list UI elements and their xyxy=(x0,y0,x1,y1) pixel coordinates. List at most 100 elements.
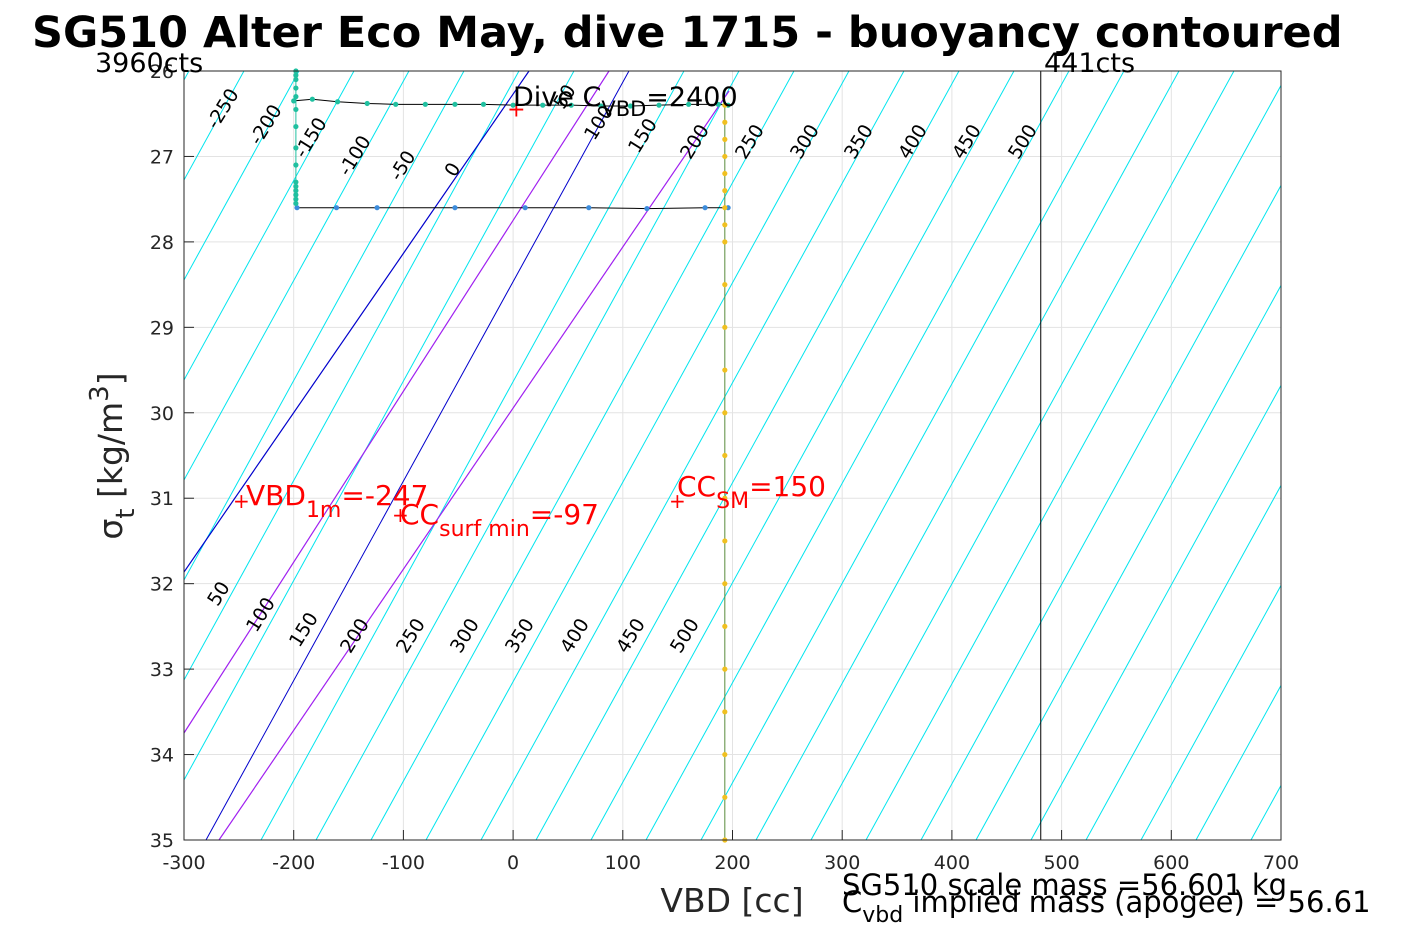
contour-line--4 xyxy=(184,71,410,482)
contour-line--6 xyxy=(184,71,300,282)
x-tick-label-4: 100 xyxy=(605,852,641,874)
contour-line--7 xyxy=(184,71,245,182)
contour-line-21 xyxy=(1339,31,1417,880)
y-tick-label-9: 35 xyxy=(150,830,174,852)
counts-max-label: 441cts xyxy=(1044,48,1135,79)
contour-line-8 xyxy=(645,71,1070,840)
vbd-1m-marker: + xyxy=(233,489,250,513)
series-point-dive-upper-9 xyxy=(540,102,546,108)
contour-line-5 xyxy=(480,71,905,840)
y-tick-label-3: 29 xyxy=(150,317,174,339)
contour-line-6 xyxy=(535,71,960,840)
cc-surf-min-marker: + xyxy=(392,503,409,527)
contour-line--2 xyxy=(184,71,520,682)
contour-line-1 xyxy=(260,71,685,840)
series-point-right-vertical-7 xyxy=(722,222,728,228)
series-point-right-vertical-5 xyxy=(722,188,728,194)
series-point-left-vertical-1 xyxy=(293,72,299,78)
cc-sm-marker: + xyxy=(669,489,686,513)
series-point-dive-upper-8 xyxy=(510,102,516,108)
y-tick-label-4: 30 xyxy=(150,403,174,425)
contour-line-11 xyxy=(810,71,1235,840)
series-point-dive-upper-11 xyxy=(598,103,604,109)
series-point-left-vertical-4 xyxy=(293,94,299,100)
dive-series-layer: + xyxy=(291,68,731,843)
chart-title: SG510 Alter Eco May, dive 1715 - buoyanc… xyxy=(32,8,1343,58)
series-point-right-vertical-16 xyxy=(722,581,728,587)
series-point-right-vertical-20 xyxy=(722,751,728,758)
series-point-right-vertical-1 xyxy=(722,119,728,125)
series-point-right-vertical-11 xyxy=(722,367,728,373)
contour-line-15 xyxy=(1030,384,1281,840)
contour-line-9 xyxy=(700,71,1125,840)
series-point-dive-lower-3 xyxy=(452,205,458,211)
y-axis-label-sup: 3 xyxy=(85,385,115,402)
series-point-right-vertical-13 xyxy=(722,452,728,459)
purple-line-2 xyxy=(218,90,730,840)
svg-text:CCsurf min=-97: CCsurf min=-97 xyxy=(400,498,599,542)
implied-mass-suffix: implied mass (apogee) = 56.61 xyxy=(903,885,1370,919)
svg-text:VBD1m=-247: VBD1m=-247 xyxy=(246,479,428,523)
series-point-left-vertical-13 xyxy=(293,196,299,202)
series-point-dive-upper-14 xyxy=(686,101,692,107)
contour-level-lower-8: 450 xyxy=(612,615,650,657)
series-point-left-vertical-11 xyxy=(293,188,299,194)
series-point-dive-upper-13 xyxy=(656,102,662,108)
x-tick-label-0: -300 xyxy=(162,852,205,874)
series-point-left-vertical-6 xyxy=(293,123,299,130)
contour-line-12 xyxy=(865,84,1281,840)
dive-cvbd-prefix: Dive C xyxy=(513,82,601,113)
series-point-right-vertical-15 xyxy=(722,538,728,544)
series-point-right-vertical-18 xyxy=(722,666,728,672)
contour-level-lower-2: 150 xyxy=(285,609,323,651)
implied-mass-sub: vbd xyxy=(862,903,903,928)
contour-level-lower-7: 400 xyxy=(556,615,594,657)
x-tick-label-9: 600 xyxy=(1153,852,1189,874)
contour-line-3 xyxy=(370,71,795,840)
cc-surf-min-suffix: =-97 xyxy=(530,498,599,531)
series-point-dive-lower-2 xyxy=(374,205,380,211)
contour-line-2 xyxy=(315,71,740,840)
vbd-1m-prefix: VBD xyxy=(246,479,306,512)
series-point-right-vertical-10 xyxy=(722,324,728,330)
series-point-right-vertical-21 xyxy=(722,794,728,800)
series-point-left-vertical-10 xyxy=(293,183,299,189)
series-point-left-vertical-7 xyxy=(293,145,299,151)
series-point-right-vertical-4 xyxy=(722,170,728,177)
y-tick-label-1: 27 xyxy=(150,146,174,168)
cc-sm-prefix: CC xyxy=(677,470,716,503)
y-tick-label-5: 31 xyxy=(150,488,174,510)
series-point-dive-lower-6 xyxy=(644,205,650,212)
contour-level-upper-0: -250 xyxy=(202,85,244,133)
series-point-left-vertical-14 xyxy=(293,200,299,207)
series-point-dive-upper-1 xyxy=(309,96,315,102)
contour-line-10 xyxy=(755,71,1180,840)
series-point-dive-upper-0 xyxy=(291,98,297,104)
implied-mass-prefix: C xyxy=(842,885,862,919)
contour-line--9 xyxy=(0,31,156,880)
series-point-left-vertical-3 xyxy=(293,85,299,91)
dive-cvbd-suffix: =2400 xyxy=(646,82,737,113)
cc-sm-annotation: + CCSM=150 xyxy=(669,470,826,514)
series-point-dive-upper-5 xyxy=(422,101,428,107)
series-point-right-vertical-2 xyxy=(722,136,728,142)
cc-surf-min-prefix: CC xyxy=(400,498,439,531)
cc-surf-min-sub: surf min xyxy=(439,517,530,542)
y-tick-label-7: 33 xyxy=(150,659,174,681)
series-point-dive-upper-12 xyxy=(627,103,634,109)
dive-cvbd-sub: VBD xyxy=(601,97,646,121)
x-tick-label-7: 400 xyxy=(934,852,970,874)
series-point-right-vertical-14 xyxy=(722,495,728,501)
series-line-dive-lower xyxy=(296,207,729,210)
contour-level-lower-9: 500 xyxy=(666,615,704,657)
vbd-1m-suffix: =-247 xyxy=(341,479,428,512)
series-point-left-vertical-8 xyxy=(293,162,299,168)
y-tick-label-0: 26 xyxy=(150,61,174,83)
implied-mass-text: Cvbd implied mass (apogee) = 56.61 xyxy=(842,885,1371,928)
x-tick-label-8: 500 xyxy=(1043,852,1079,874)
series-point-left-vertical-9 xyxy=(293,179,299,185)
contour-level-lower-6: 350 xyxy=(501,615,539,657)
contour-line-4 xyxy=(425,71,850,840)
series-point-dive-lower-0 xyxy=(294,205,300,211)
